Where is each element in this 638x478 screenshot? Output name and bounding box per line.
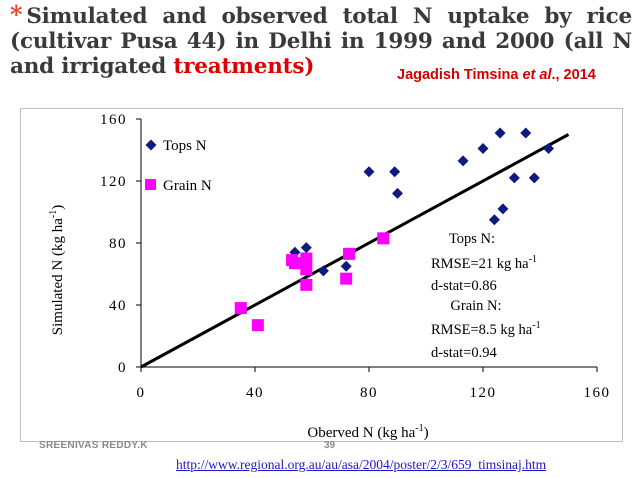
tops-n-point — [457, 155, 469, 167]
grain-rmse-text: RMSE=8.5 kg ha — [431, 322, 533, 338]
grain-n-point — [300, 252, 313, 265]
grain-n-point — [251, 319, 264, 332]
tops-n-series — [289, 127, 555, 277]
tops-n-point — [528, 172, 540, 184]
tops-dstat: d-stat=0.86 — [431, 278, 497, 294]
x-tick-label: 160 — [584, 385, 611, 401]
y-tick-label: 0 — [118, 360, 127, 376]
grain-n-point — [288, 257, 301, 270]
grain-n-point — [343, 247, 356, 260]
tops-n-point — [497, 203, 509, 215]
tops-n-point — [494, 127, 506, 139]
grain-rmse: RMSE=8.5 kg ha-1 — [431, 320, 541, 338]
tops-rmse-text: RMSE=21 kg ha — [431, 256, 529, 272]
footer-author: SREENIVAS REDDY.K — [39, 440, 148, 451]
tops-n-point — [543, 142, 555, 154]
x-axis-title-text: Oberved N (kg ha — [307, 425, 415, 441]
tops-rmse: RMSE=21 kg ha-1 — [431, 254, 537, 272]
tops-n-point — [488, 214, 500, 226]
credit-etal: et al — [522, 67, 552, 83]
grain-dstat: d-stat=0.94 — [431, 345, 498, 361]
grain-rmse-sup: -1 — [532, 320, 540, 331]
grain-n-point — [300, 278, 313, 291]
chart-frame — [20, 108, 623, 442]
title-bullet-star: * — [10, 0, 23, 29]
stats-annotation: Tops N: RMSE=21 kg ha-1 d-stat=0.86 Grai… — [431, 231, 541, 361]
x-tick-label: 40 — [246, 385, 264, 401]
slide-title: * Simulated and observed total N uptake b… — [10, 2, 632, 79]
page-number: 39 — [324, 440, 336, 451]
title-tail-text: treatments) — [173, 54, 315, 79]
y-tick-label: 40 — [109, 298, 127, 314]
tops-n-point — [392, 187, 403, 199]
author-credit: Jagadish Timsina et al., 2014 — [397, 67, 596, 83]
tops-n-point — [317, 265, 329, 277]
title-main-text: Simulated and observed total N uptake by… — [10, 4, 632, 79]
legend: Tops N Grain N — [145, 138, 212, 194]
tops-n-point — [389, 166, 401, 178]
tops-n-point — [363, 166, 375, 178]
x-tick-label: 120 — [470, 385, 497, 401]
legend-grain-label: Grain N — [163, 178, 212, 194]
credit-year: ., 2014 — [551, 67, 596, 83]
x-tick-label: 0 — [137, 385, 146, 401]
grain-n-point — [234, 302, 247, 315]
y-axis-title-sup: -1 — [48, 210, 59, 218]
grain-n-point — [300, 263, 313, 276]
tops-n-point — [520, 127, 532, 139]
tops-n-point — [300, 242, 312, 254]
axes: 0 40 80 120 160 0 40 80 120 160 — [100, 112, 611, 401]
x-axis-title-close: ) — [424, 425, 429, 441]
y-axis-title: Simulated N (kg ha-1) — [48, 205, 66, 335]
x-axis-title: Oberved N (kg ha-1) — [307, 423, 428, 441]
grain-stats-heading: Grain N: — [450, 298, 501, 314]
legend-tops-label: Tops N — [163, 138, 207, 154]
grain-n-point — [377, 232, 390, 245]
source-link[interactable]: http://www.regional.org.au/au/asa/2004/p… — [176, 457, 547, 472]
y-tick-label: 80 — [109, 236, 127, 252]
tops-n-point — [508, 172, 520, 184]
legend-tops-marker — [145, 139, 157, 151]
y-axis-title-close: ) — [50, 205, 66, 210]
tops-n-point — [340, 260, 352, 272]
credit-name: Jagadish Timsina — [397, 67, 519, 83]
tops-stats-heading: Tops N: — [449, 231, 495, 247]
y-tick-label: 160 — [100, 112, 127, 128]
x-tick-label: 80 — [360, 385, 378, 401]
grain-n-series — [234, 232, 390, 332]
svg-text:Simulated N (kg ha-1): Simulated N (kg ha-1) — [48, 205, 66, 335]
legend-grain-marker — [145, 179, 156, 190]
y-tick-label: 120 — [100, 174, 127, 190]
tops-rmse-sup: -1 — [529, 254, 537, 265]
grain-n-point — [340, 272, 353, 285]
x-axis-title-sup: -1 — [415, 423, 423, 434]
tops-n-point — [477, 142, 489, 154]
y-axis-title-text: Simulated N (kg ha — [50, 218, 66, 335]
